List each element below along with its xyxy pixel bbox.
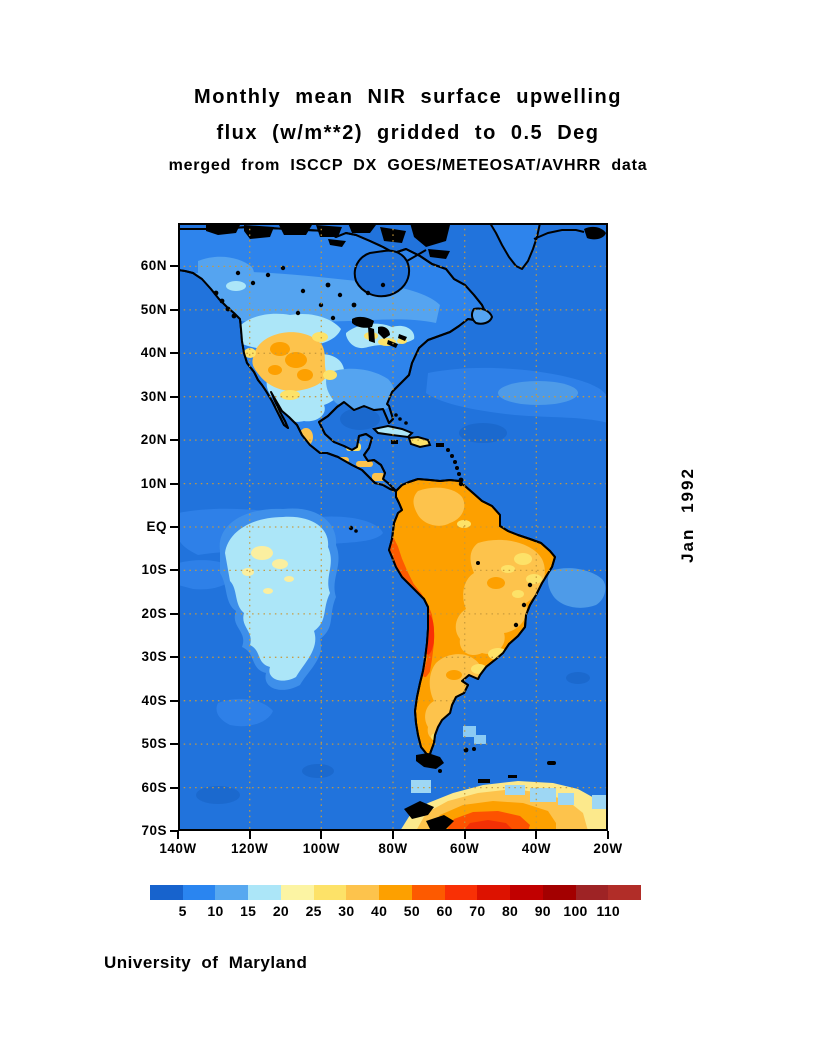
lat-tick: [170, 352, 178, 355]
lon-tick: [177, 831, 179, 839]
colorbar-swatch: [444, 885, 478, 900]
lon-tick: [535, 831, 538, 839]
lat-tick: [170, 308, 178, 311]
lon-tick-label: 20W: [593, 841, 623, 856]
lat-tick: [170, 699, 178, 702]
great-lakes: [352, 316, 407, 348]
lat-tick-label: 20N: [140, 432, 167, 448]
lon-tick: [463, 831, 466, 839]
colorbar-swatch: [248, 885, 281, 900]
colorbar-label: 50: [403, 903, 420, 919]
lat-tick-label: 30N: [140, 388, 167, 404]
lat-tick-label: 60N: [140, 258, 167, 274]
lat-tick: [170, 743, 178, 746]
colorbar-swatch: [510, 885, 543, 900]
lat-tick-label: 60S: [141, 779, 167, 795]
credit-text: University of Maryland: [104, 953, 308, 972]
colorbar-swatch: [575, 885, 609, 900]
figure-title-line2: flux (w/m**2) gridded to 0.5 Deg: [216, 122, 600, 144]
lon-tick-label: 40W: [521, 841, 551, 856]
newfoundland-island: [470, 307, 494, 325]
tierra-del-fuego: [348, 481, 556, 773]
lon-tick: [392, 831, 394, 839]
colorbar-label: 25: [305, 903, 322, 919]
lon-tick-label: 60W: [450, 841, 480, 856]
colorbar-label: 60: [436, 903, 453, 919]
colorbar-swatch: [608, 885, 642, 900]
lat-tick: [170, 829, 178, 832]
colorbar: [150, 885, 642, 900]
lat-tick: [170, 525, 178, 528]
colorbar-label: 10: [207, 903, 224, 919]
date-side-label: Jan 1992: [678, 467, 697, 563]
lat-tick: [170, 569, 178, 572]
colorbar-swatch: [477, 885, 511, 900]
lat-tick-label: 30S: [141, 649, 167, 665]
colorbar-swatch: [182, 885, 216, 900]
lat-tick: [170, 656, 178, 659]
lon-tick-label: 80W: [378, 841, 408, 856]
hudson-bay: [353, 249, 411, 298]
colorbar-swatch: [150, 885, 183, 900]
lat-tick: [170, 395, 178, 398]
figure-title-line3: merged from ISCCP DX GOES/METEOSAT/AVHRR…: [168, 157, 648, 174]
lon-tick-label: 100W: [302, 841, 340, 856]
colorbar-swatch: [313, 885, 347, 900]
cuba: [371, 424, 414, 439]
lon-tick-label: 120W: [231, 841, 269, 856]
lat-tick: [170, 439, 178, 442]
lat-tick-label: 50S: [141, 736, 167, 752]
lat-tick: [170, 482, 178, 485]
colorbar-label: 5: [178, 903, 187, 919]
colorbar-swatch: [379, 885, 412, 900]
lat-tick-label: 50N: [140, 301, 167, 317]
lon-tick: [320, 831, 323, 839]
lat-tick-label: 70S: [141, 822, 167, 838]
colorbar-label: 80: [501, 903, 519, 919]
colorbar-swatch: [346, 885, 380, 900]
lat-tick-label: EQ: [146, 518, 167, 534]
ice-edge-flux-blob: [400, 775, 608, 831]
colorbar-label: 90: [534, 903, 551, 919]
lat-tick-label: 20S: [141, 605, 167, 621]
lat-tick: [170, 265, 178, 268]
colorbar-label: 15: [240, 903, 257, 919]
colorbar-label: 70: [469, 903, 486, 919]
colorbar-label: 40: [371, 903, 388, 919]
jamaica: [391, 440, 398, 444]
lon-tick: [248, 831, 251, 839]
lat-tick: [170, 612, 178, 615]
north-america-flux-fills: [178, 256, 440, 481]
arctic-islands: [206, 223, 450, 321]
hispaniola: [407, 435, 432, 449]
colorbar-swatch: [280, 885, 314, 900]
map-frame: [178, 223, 608, 831]
colorbar-swatch: [542, 885, 576, 900]
lat-tick: [170, 786, 178, 789]
colorbar-swatch: [411, 885, 445, 900]
colorbar-label: 30: [338, 903, 355, 919]
colorbar-label: 20: [272, 903, 290, 919]
colorbar-label: 110: [596, 903, 620, 919]
puerto-rico: [436, 443, 444, 447]
lat-tick-label: 10S: [141, 562, 167, 578]
figure-title-line1: Monthly mean NIR surface upwelling: [194, 86, 622, 108]
lon-tick-label: 140W: [159, 841, 197, 856]
colorbar-swatch: [215, 885, 249, 900]
lat-tick-label: 10N: [140, 475, 167, 491]
colorbar-label: 100: [563, 903, 588, 919]
lat-tick-label: 40S: [141, 692, 167, 708]
lat-tick-label: 40N: [140, 345, 167, 361]
greenland: [489, 223, 606, 270]
lon-tick: [607, 831, 609, 839]
flux-map-canvas: [178, 223, 608, 831]
